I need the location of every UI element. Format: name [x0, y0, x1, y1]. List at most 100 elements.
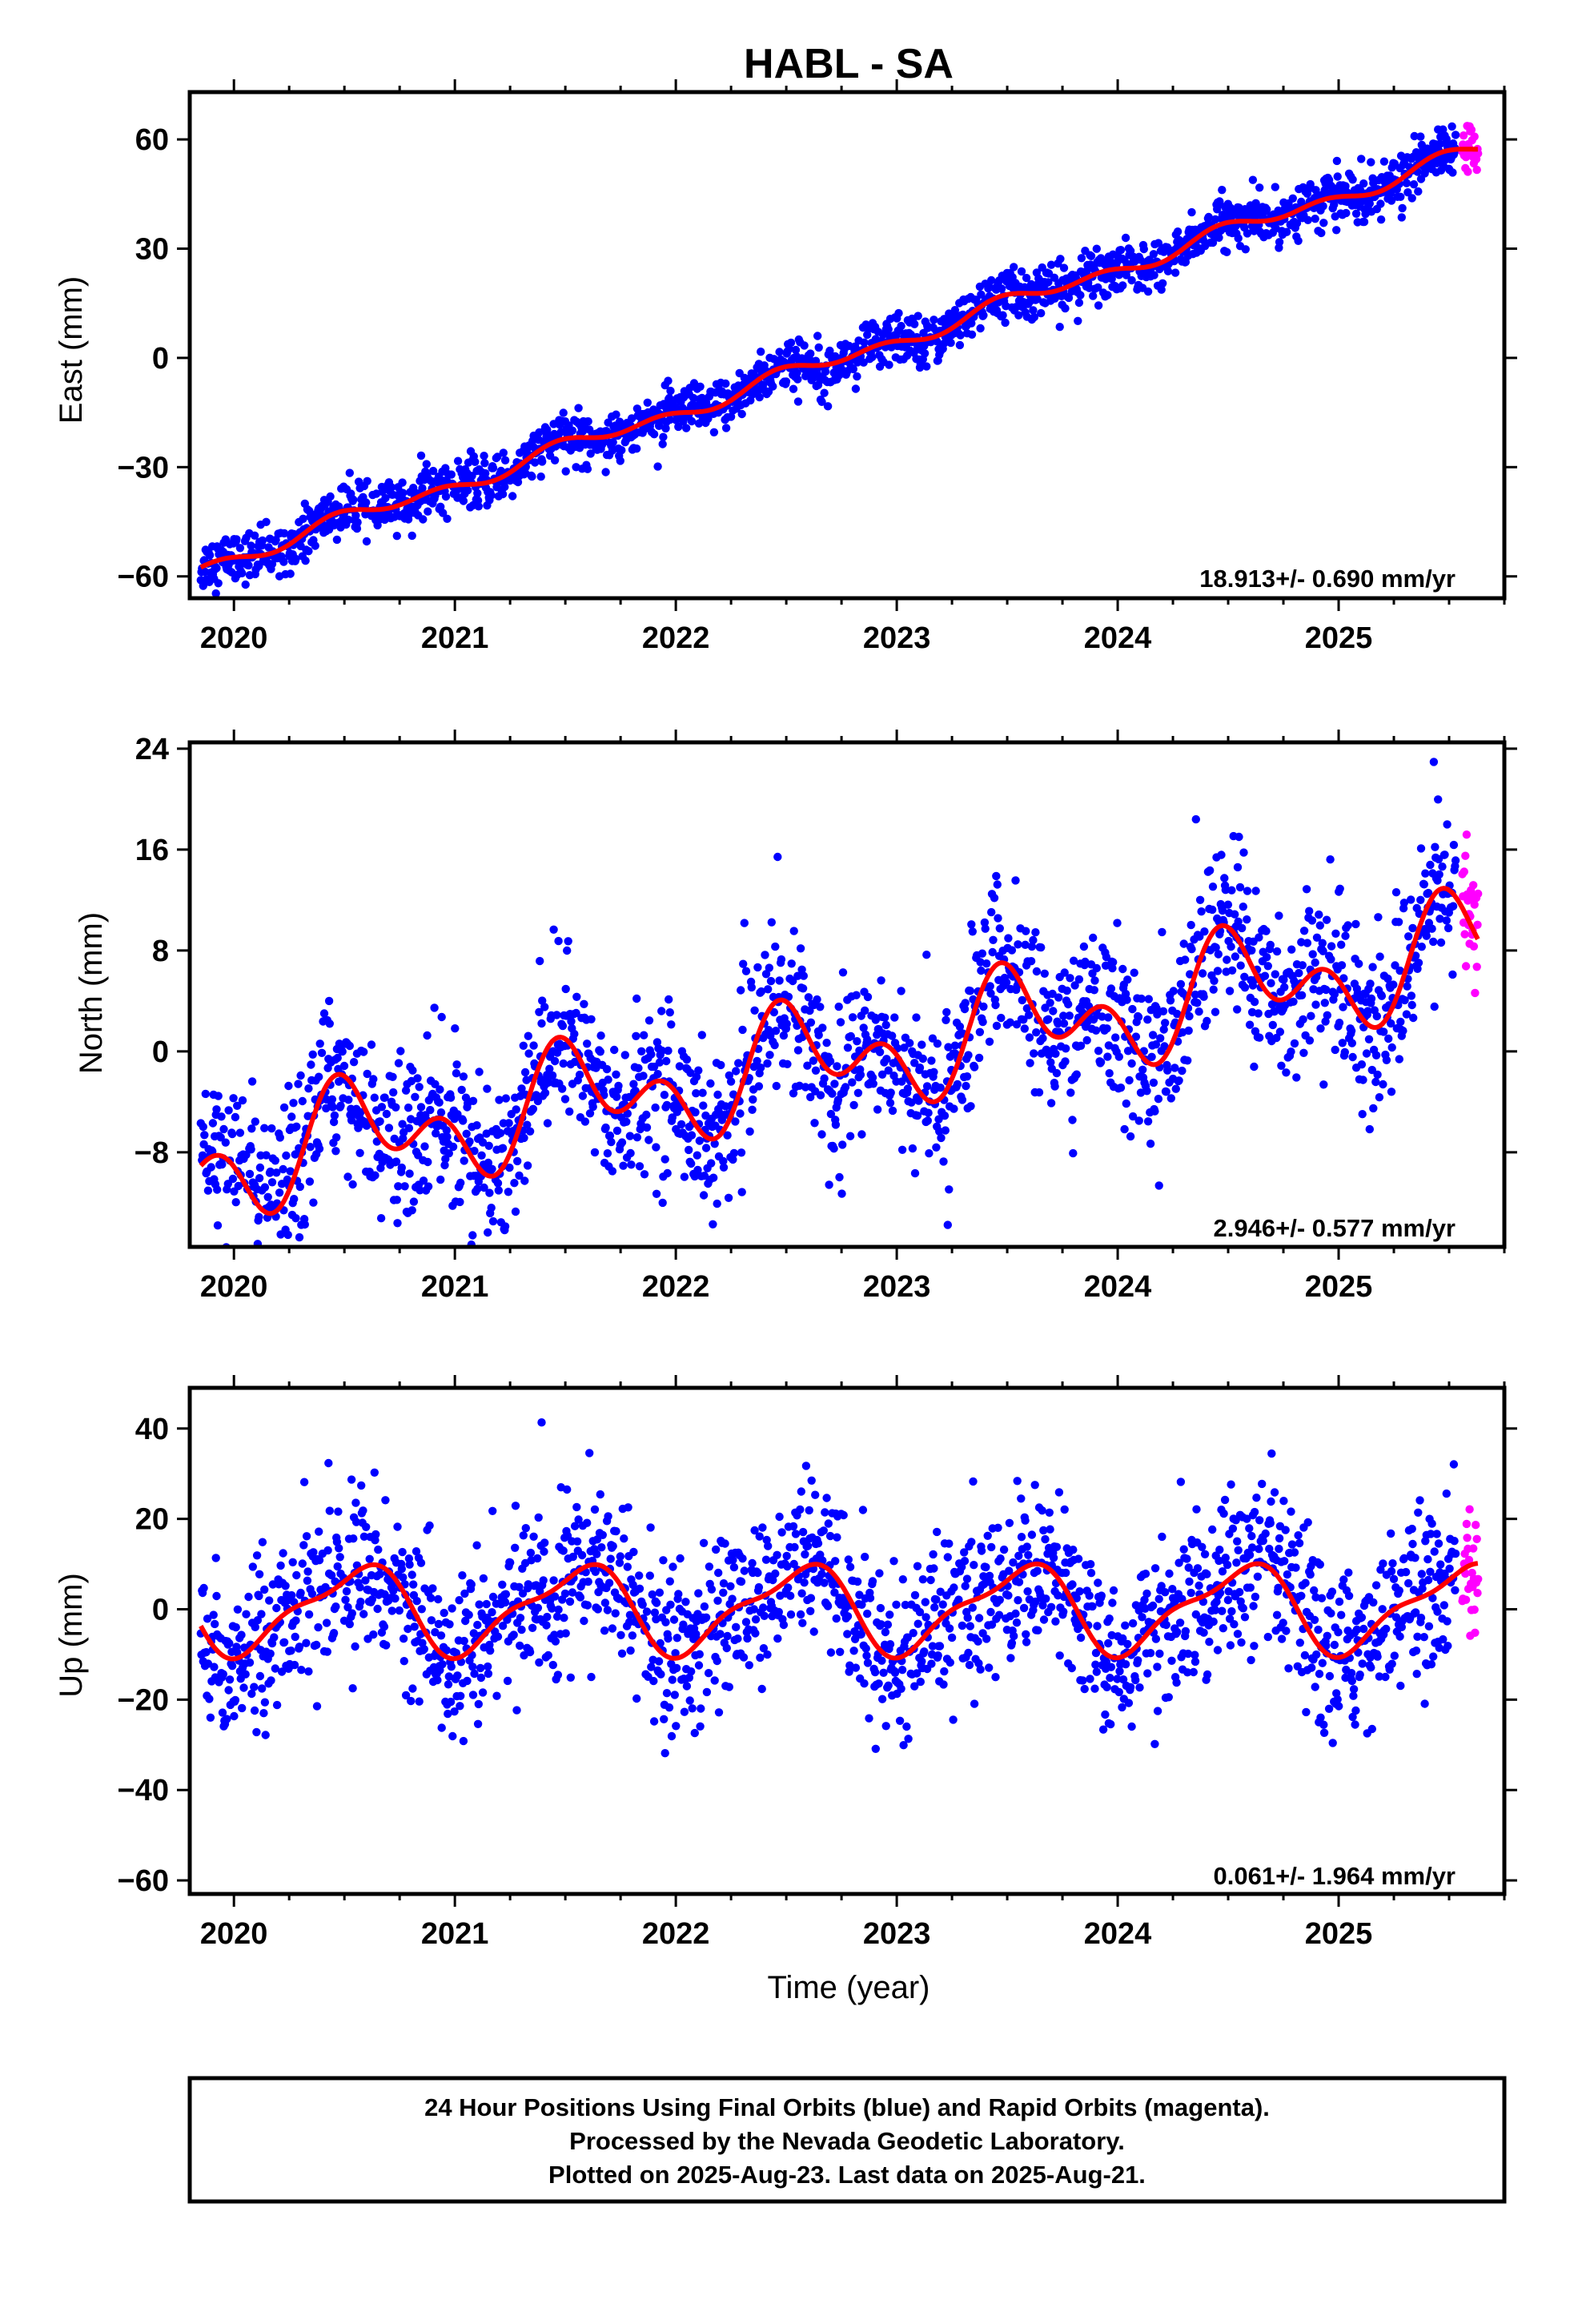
north-final-point [444, 1149, 453, 1158]
north-final-point [347, 1116, 356, 1125]
north-final-point [607, 1137, 616, 1147]
up-final-point [238, 1703, 247, 1713]
north-final-point [1213, 967, 1223, 975]
north-final-point [1234, 917, 1243, 927]
up-final-point [679, 1620, 688, 1629]
north-final-point [1316, 1024, 1325, 1033]
up-final-point [930, 1603, 939, 1612]
north-final-point [1163, 1066, 1172, 1075]
north-final-point [345, 1041, 354, 1051]
north-final-point [563, 946, 572, 955]
north-final-point [1032, 967, 1042, 976]
up-final-point [758, 1523, 767, 1532]
east-final-point [550, 456, 560, 464]
east-final-point [459, 497, 468, 505]
north-final-point [962, 1081, 970, 1091]
up-final-point [393, 1522, 402, 1531]
up-final-point [371, 1530, 380, 1539]
east-final-point [1351, 209, 1361, 218]
north-final-point [394, 1182, 403, 1191]
north-final-point [1174, 1076, 1183, 1085]
east-final-point [860, 338, 869, 347]
up-final-point [446, 1697, 456, 1707]
north-final-point [1248, 981, 1258, 990]
east-final-point [247, 541, 255, 550]
up-final-point [517, 1625, 526, 1634]
north-final-point [662, 1056, 671, 1066]
north-final-point [1220, 874, 1229, 883]
up-final-point [553, 1671, 563, 1679]
north-final-point [513, 1156, 522, 1166]
up-final-point [568, 1588, 577, 1597]
east-final-point [1022, 273, 1031, 283]
north-final-point [1299, 1048, 1308, 1058]
up-final-point [858, 1506, 868, 1514]
north-final-point [798, 984, 808, 993]
north-final-point [905, 1039, 914, 1047]
up-final-point [786, 1610, 796, 1619]
north-final-point [1272, 947, 1282, 956]
north-final-point [699, 1101, 708, 1110]
north-final-point [869, 1080, 878, 1088]
north-final-point [1354, 989, 1363, 999]
east-final-point [1215, 233, 1223, 242]
north-final-point [1322, 985, 1331, 995]
north-final-point [1295, 968, 1303, 978]
north-final-point [698, 1088, 707, 1097]
north-final-point [564, 937, 572, 946]
east-final-point [487, 491, 496, 500]
east-ytick-label: −30 [118, 451, 169, 485]
north-final-point [1337, 940, 1346, 949]
north-final-point [247, 1124, 256, 1133]
north-final-point [294, 1080, 303, 1088]
north-final-point [436, 1108, 446, 1117]
up-final-point [252, 1551, 262, 1560]
up-final-point [590, 1505, 600, 1514]
north-final-point [719, 1163, 729, 1172]
north-final-point [1303, 939, 1312, 947]
north-final-point [1416, 844, 1426, 853]
north-final-point [1021, 940, 1030, 950]
east-final-point [1398, 203, 1407, 213]
up-final-point [272, 1700, 282, 1710]
east-final-point [1447, 122, 1456, 131]
east-final-point [311, 541, 319, 550]
up-final-point [290, 1660, 299, 1670]
up-final-point [315, 1556, 324, 1565]
north-final-point [396, 1047, 405, 1055]
up-final-point [803, 1542, 813, 1550]
north-final-point [1101, 961, 1110, 971]
north-final-point [1231, 952, 1240, 961]
north-final-point [1227, 942, 1235, 951]
up-final-point [861, 1552, 869, 1562]
up-final-point [774, 1607, 783, 1617]
east-final-point [632, 404, 642, 413]
north-final-point [766, 976, 776, 986]
north-final-point [754, 1082, 764, 1091]
north-final-point [1375, 1093, 1384, 1102]
north-final-point [1438, 862, 1447, 871]
up-final-point [488, 1592, 498, 1602]
north-final-point [908, 1144, 917, 1153]
up-final-point [612, 1526, 620, 1536]
up-final-point [945, 1539, 954, 1548]
up-final-point [210, 1663, 219, 1671]
north-final-point [540, 1003, 549, 1011]
up-final-point [881, 1627, 890, 1637]
north-final-point [1382, 1055, 1391, 1065]
north-final-point [966, 987, 975, 995]
up-final-point [667, 1731, 677, 1741]
north-final-point [989, 935, 998, 945]
up-final-point [913, 1619, 922, 1628]
east-final-point [344, 515, 353, 525]
east-final-point [1158, 279, 1167, 287]
north-final-point [1150, 1107, 1159, 1116]
east-final-point [853, 372, 861, 381]
north-final-point [995, 924, 1005, 933]
east-final-point [1288, 194, 1298, 203]
up-final-point [650, 1608, 660, 1617]
up-final-point [754, 1582, 764, 1592]
north-final-point [575, 1070, 584, 1080]
up-final-point [935, 1642, 945, 1651]
north-final-point [831, 1120, 841, 1129]
